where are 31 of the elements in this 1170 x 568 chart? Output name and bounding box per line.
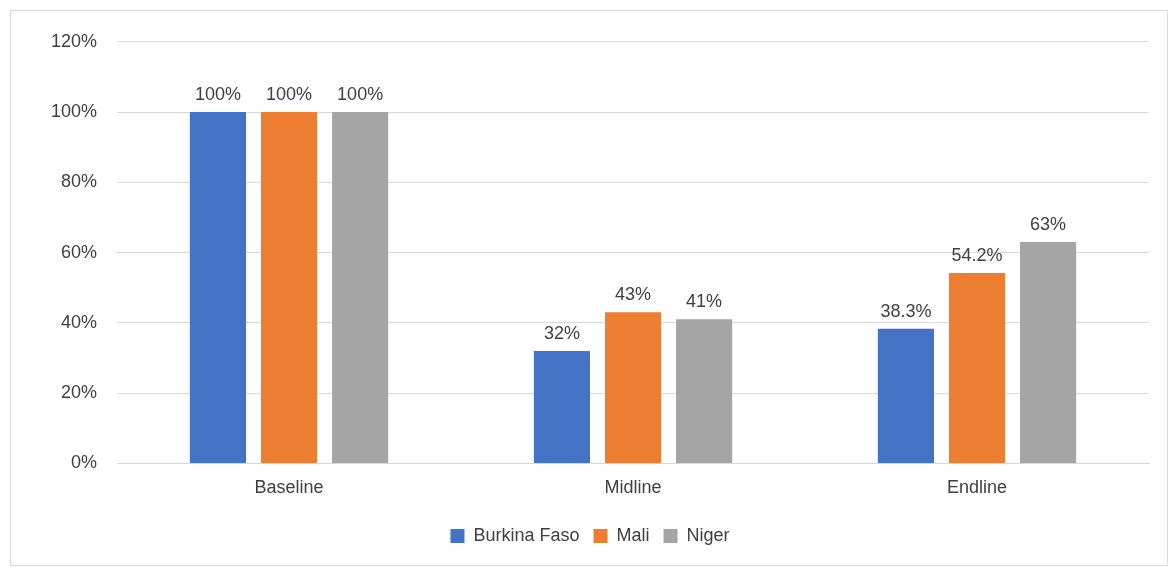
data-label: 63% [1030, 214, 1067, 235]
data-label: 100% [266, 84, 313, 105]
y-tick-label: 40% [61, 311, 98, 332]
bar [533, 350, 591, 463]
x-tick-label: Midline [604, 477, 662, 498]
y-tick-label: 20% [61, 382, 98, 403]
bar [189, 112, 247, 463]
y-tick-label: 0% [71, 452, 98, 473]
legend-label: Mali [616, 524, 650, 545]
bar [260, 112, 318, 463]
data-label: 100% [337, 84, 384, 105]
bar [948, 272, 1006, 463]
bar [1020, 242, 1077, 463]
y-tick-label: 80% [61, 171, 98, 192]
data-label: 54.2% [951, 244, 1003, 265]
data-label: 100% [194, 84, 241, 105]
data-label: 32% [543, 322, 580, 343]
y-tick-label: 60% [61, 241, 98, 262]
data-label: 41% [686, 291, 723, 312]
y-tick-label: 120% [50, 30, 98, 51]
legend-label: Burkina Faso [473, 524, 580, 545]
legend-label: Niger [686, 524, 730, 545]
x-tick-label: Baseline [254, 477, 324, 498]
bar [877, 328, 934, 463]
data-label: 38.3% [880, 300, 932, 321]
bar [676, 319, 733, 463]
x-tick-label: Endline [946, 477, 1008, 498]
bar [604, 312, 662, 463]
y-tick-label: 100% [50, 101, 98, 122]
bar [332, 112, 389, 463]
data-label: 43% [615, 284, 652, 305]
